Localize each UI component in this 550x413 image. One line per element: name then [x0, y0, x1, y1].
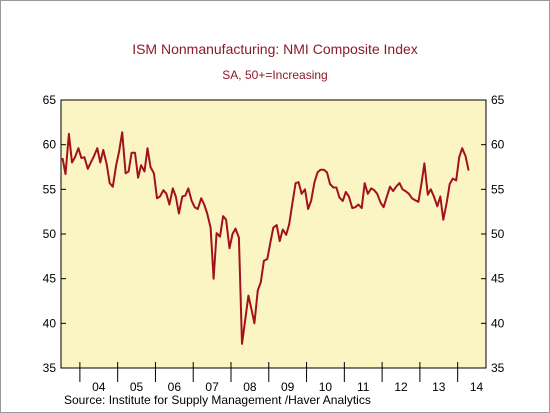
x-tick-label: 06: [168, 380, 182, 394]
x-tick-label: 05: [130, 380, 144, 394]
nmi-composite-line: [61, 131, 470, 345]
y-tick-label-left: 40: [43, 316, 57, 330]
x-tick-label: 10: [319, 380, 333, 394]
y-tick-label-left: 45: [43, 272, 57, 286]
y-tick-label-right: 60: [491, 138, 505, 152]
x-tick-label: 14: [470, 380, 484, 394]
x-tick-label: 07: [205, 380, 219, 394]
y-tick-label-left: 35: [43, 361, 57, 375]
y-tick-label-left: 55: [43, 182, 57, 196]
axis-labels: 35 35 40 40 45 45 50 50 55 55 60 60 65 65 04 05 06 07 08 09…: [43, 93, 505, 394]
y-tick-label-right: 55: [491, 182, 505, 196]
y-tick-label-right: 65: [491, 93, 505, 107]
source-note: Source: Institute for Supply Management …: [64, 393, 371, 407]
x-tick-label: 04: [92, 380, 106, 394]
x-tick-label: 08: [243, 380, 257, 394]
plot-area: [60, 99, 487, 369]
chart-title: ISM Nonmanufacturing: NMI Composite Inde…: [132, 41, 418, 57]
y-tick-label-right: 40: [491, 316, 505, 330]
y-tick-label-left: 50: [43, 227, 57, 241]
y-tick-label-left: 65: [43, 93, 57, 107]
axis-ticks: [61, 99, 486, 382]
y-tick-label-right: 35: [491, 361, 505, 375]
y-tick-label-right: 50: [491, 227, 505, 241]
x-tick-label: 13: [432, 380, 446, 394]
chart-subtitle: SA, 50+=Increasing: [222, 68, 327, 82]
x-tick-label: 12: [394, 380, 408, 394]
x-tick-label: 09: [281, 380, 295, 394]
y-tick-label-left: 60: [43, 138, 57, 152]
x-tick-label: 11: [357, 380, 370, 394]
y-tick-label-right: 45: [491, 272, 505, 286]
